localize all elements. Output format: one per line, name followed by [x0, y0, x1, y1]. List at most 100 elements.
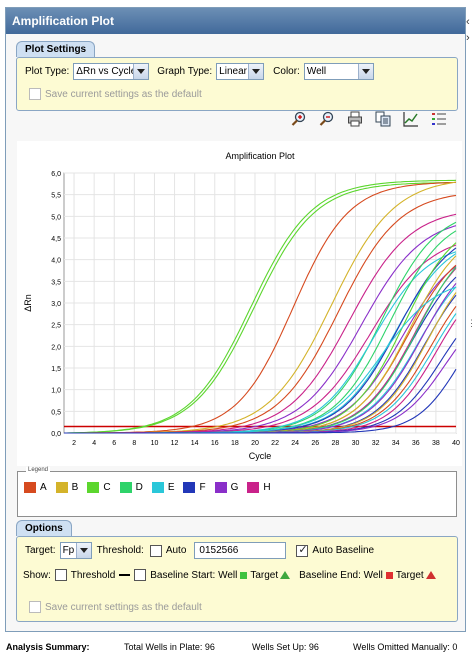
x-tick-label: 28 — [331, 440, 339, 447]
graph-type-value: Linear — [219, 66, 247, 77]
baseline-end-target-label: Target — [395, 569, 424, 581]
y-tick-label: 5,5 — [51, 193, 61, 200]
x-tick-label: 16 — [211, 440, 219, 447]
y-tick-label: 1,5 — [51, 366, 61, 373]
color-value: Well — [306, 66, 327, 77]
target-label: Target: — [25, 545, 56, 556]
graph-type-select[interactable]: Linear — [216, 63, 265, 80]
color-select[interactable]: Well — [303, 63, 374, 80]
y-axis-label: ΔRn — [23, 294, 33, 312]
zoom-in-icon[interactable] — [291, 111, 307, 127]
x-tick-label: 40 — [452, 440, 460, 447]
well-red-swatch — [385, 571, 393, 579]
show-label: Show: — [23, 569, 51, 581]
legend-swatch — [119, 482, 132, 493]
x-tick-label: 26 — [311, 440, 319, 447]
amplification-chart: Amplification Plot 2 4 6 8 10 12 14 16 18 20 22 24 26… — [17, 141, 462, 466]
legend-title: Legend — [26, 467, 51, 473]
legend-swatch — [151, 482, 164, 493]
total-wells: Total Wells in Plate: 96 — [124, 642, 215, 652]
side-arrows: ‹ › — [466, 14, 476, 46]
auto-baseline-checkbox[interactable] — [296, 543, 309, 557]
show-threshold-label: Threshold — [70, 569, 116, 581]
plot-settings-tab[interactable]: Plot Settings — [16, 41, 96, 57]
legend-item: D — [119, 482, 143, 493]
save-default-checkbox[interactable] — [29, 88, 41, 100]
x-tick-label: 12 — [171, 440, 179, 447]
chevron-down-icon — [248, 64, 264, 79]
y-tick-label: 4,5 — [51, 236, 61, 243]
y-tick-label: 3,5 — [51, 279, 61, 286]
x-tick-label: 2 — [72, 440, 76, 447]
auto-threshold-label: Auto — [165, 545, 187, 556]
plot-type-value: ΔRn vs Cycle — [76, 66, 137, 77]
options-panel: Target: Fp Threshold: Auto 0152566 Auto … — [16, 536, 458, 622]
auto-threshold-checkbox[interactable] — [149, 544, 162, 557]
splitter-handle-icon[interactable]: ⋮ — [467, 318, 476, 328]
plot-type-select[interactable]: ΔRn vs Cycle — [73, 63, 150, 80]
x-tick-label: 14 — [191, 440, 199, 447]
legend-swatch — [247, 482, 260, 493]
legend-swatch — [55, 482, 68, 493]
print-icon[interactable] — [347, 111, 363, 127]
plot-settings-panel: Plot Type: ΔRn vs Cycle Graph Type: Line… — [16, 57, 458, 111]
baseline-end-label: Baseline End: Well — [299, 569, 383, 581]
y-tick-label: 5,0 — [51, 214, 61, 221]
window-title: Amplification Plot — [6, 8, 465, 34]
x-tick-label: 24 — [291, 440, 299, 447]
chevron-down-icon — [133, 64, 149, 79]
options-tab[interactable]: Options — [16, 520, 72, 536]
chart-icon[interactable] — [403, 111, 419, 127]
well-green-swatch — [240, 571, 248, 579]
threshold-label: Threshold: — [96, 545, 144, 556]
y-tick-label: 6,0 — [51, 171, 61, 178]
list-icon[interactable] — [431, 111, 447, 127]
wells-omitted: Wells Omitted Manually: 0 — [353, 642, 458, 652]
auto-baseline-label: Auto Baseline — [312, 545, 375, 556]
options-save-default-checkbox[interactable] — [29, 601, 41, 613]
x-tick-label: 8 — [132, 440, 136, 447]
triangle-red-icon — [425, 571, 436, 579]
y-tick-label: 3,0 — [51, 301, 61, 308]
legend-label: C — [103, 482, 111, 493]
legend-label: A — [40, 482, 47, 493]
graph-type-label: Graph Type: — [157, 66, 213, 77]
legend-item: A — [24, 482, 47, 493]
y-tick-label: 1,0 — [51, 388, 61, 395]
chevron-left-icon[interactable]: ‹ — [466, 16, 470, 28]
legend-item: G — [214, 482, 238, 493]
threshold-line-swatch — [119, 574, 131, 576]
chevron-down-icon — [357, 64, 373, 79]
legend-item: F — [183, 482, 206, 493]
summary-title: Analysis Summary: — [6, 642, 90, 652]
legend-item: C — [87, 482, 111, 493]
x-tick-label: 34 — [392, 440, 400, 447]
target-value: Fp — [62, 545, 75, 556]
x-tick-label: 38 — [432, 440, 440, 447]
baseline-start-label: Baseline Start: Well — [150, 569, 238, 581]
copy-icon[interactable] — [375, 111, 391, 127]
legend-item: H — [247, 482, 271, 493]
show-threshold-checkbox[interactable] — [54, 569, 67, 581]
y-tick-label: 0,0 — [51, 431, 61, 438]
chevron-down-icon — [75, 543, 91, 558]
y-tick-label: 2,0 — [51, 344, 61, 351]
legend-swatch — [183, 482, 196, 493]
show-baseline-start-checkbox[interactable] — [134, 569, 147, 581]
chevron-right-icon[interactable]: › — [466, 32, 470, 44]
zoom-out-icon[interactable] — [319, 111, 335, 127]
series-line-f — [64, 368, 457, 434]
legend-label: F — [199, 482, 206, 493]
save-default-label: Save current settings as the default — [45, 88, 202, 100]
y-tick-label: 4,0 — [51, 258, 61, 265]
y-tick-label: 0,5 — [51, 409, 61, 416]
x-tick-label: 36 — [412, 440, 420, 447]
x-tick-label: 20 — [251, 440, 259, 447]
legend-label: H — [263, 482, 271, 493]
x-tick-label: 10 — [151, 440, 159, 447]
legend-item: E — [151, 482, 174, 493]
x-tick-label: 22 — [271, 440, 279, 447]
target-select[interactable]: Fp — [59, 542, 92, 559]
threshold-input[interactable]: 0152566 — [194, 542, 287, 559]
